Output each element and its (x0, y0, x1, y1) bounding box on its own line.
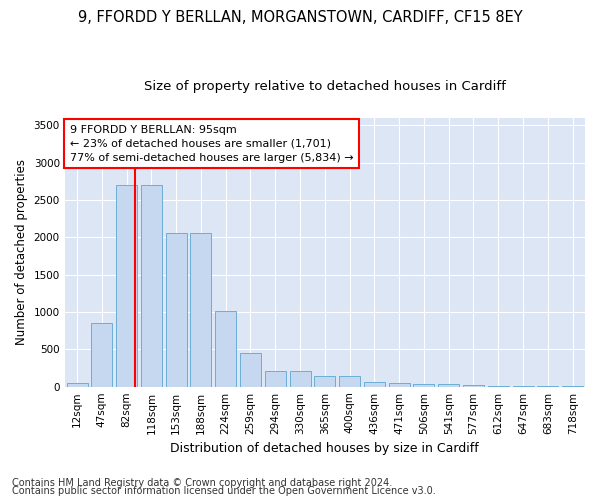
Text: Contains public sector information licensed under the Open Government Licence v3: Contains public sector information licen… (12, 486, 436, 496)
Bar (240, 353, 261, 386)
Bar (438, 384, 459, 386)
Bar (339, 376, 360, 386)
Bar (389, 382, 410, 386)
Bar (215, 311, 236, 386)
Bar (290, 371, 311, 386)
Bar (463, 385, 484, 386)
Y-axis label: Number of detached properties: Number of detached properties (15, 159, 28, 345)
Title: Size of property relative to detached houses in Cardiff: Size of property relative to detached ho… (144, 80, 506, 93)
Bar (141, 185, 162, 386)
Bar (314, 376, 335, 386)
Text: 9, FFORDD Y BERLLAN, MORGANSTOWN, CARDIFF, CF15 8EY: 9, FFORDD Y BERLLAN, MORGANSTOWN, CARDIF… (77, 10, 523, 25)
Bar (116, 185, 137, 386)
Text: 9 FFORDD Y BERLLAN: 95sqm
← 23% of detached houses are smaller (1,701)
77% of se: 9 FFORDD Y BERLLAN: 95sqm ← 23% of detac… (70, 124, 353, 162)
Bar (364, 382, 385, 386)
Bar (190, 233, 211, 386)
Bar (67, 382, 88, 386)
X-axis label: Distribution of detached houses by size in Cardiff: Distribution of detached houses by size … (170, 442, 479, 455)
Text: Contains HM Land Registry data © Crown copyright and database right 2024.: Contains HM Land Registry data © Crown c… (12, 478, 392, 488)
Bar (265, 371, 286, 386)
Bar (91, 323, 112, 386)
Bar (413, 384, 434, 386)
Bar (166, 233, 187, 386)
